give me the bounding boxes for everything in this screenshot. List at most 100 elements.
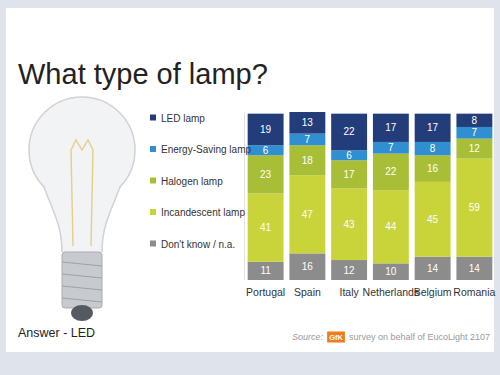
bar-segment [373, 263, 409, 280]
data-label: 7 [305, 134, 311, 145]
bar-segment [415, 114, 451, 142]
data-label: 11 [260, 265, 271, 276]
data-label: 41 [260, 222, 272, 233]
data-label: 16 [302, 261, 314, 272]
data-label: 14 [469, 263, 481, 274]
data-label: 18 [302, 155, 314, 166]
bar-segment [248, 194, 284, 262]
legend-swatch [150, 115, 156, 121]
x-tick-label: Italy [339, 286, 359, 298]
bar-segment [331, 260, 367, 280]
bar-segment [415, 142, 451, 155]
data-label: 8 [472, 115, 478, 126]
data-label: 44 [385, 221, 397, 232]
lamp-thread [62, 286, 102, 290]
data-label: 17 [385, 122, 397, 133]
bar-segment [331, 189, 367, 261]
bar-segment [289, 112, 325, 134]
source-label: Source: [292, 332, 324, 342]
data-label: 43 [344, 219, 356, 230]
bar-segment [415, 182, 451, 257]
data-labels: 1116121014144147434445592318172216126767… [260, 115, 480, 277]
data-label: 7 [388, 142, 394, 153]
x-tick-label: Netherlands [363, 286, 420, 298]
bar-segment [456, 139, 492, 159]
legend-label: Halogen lamp [161, 176, 223, 187]
legend-swatch [150, 241, 156, 247]
x-axis: Portugal Spain Italy NetherlandsBelgiumRoma… [246, 286, 495, 298]
source-text: survey on behalf of EucoLight 2107 [349, 332, 490, 342]
x-tick: Romania [453, 286, 495, 298]
x-tick-label: Belgium [414, 286, 452, 298]
bar-segment [456, 159, 492, 257]
lamp-tip [71, 305, 93, 321]
x-tick: Netherlands [363, 286, 420, 298]
data-label: 23 [260, 169, 272, 180]
annotations: Answer - LED survey on behalf of EucoLigh… [18, 326, 490, 343]
data-label: 7 [472, 127, 478, 138]
data-label: 19 [260, 124, 272, 135]
lamp-neck [44, 187, 120, 252]
source-logo-box [327, 332, 345, 343]
data-label: 16 [427, 163, 439, 174]
lamp-neck-outline [44, 187, 120, 252]
answer-note: Answer - LED [18, 326, 95, 340]
lamp-filament [71, 140, 93, 246]
bar-segment [289, 253, 325, 280]
bar-segment [456, 127, 492, 139]
data-label: 59 [469, 202, 481, 213]
data-label: 22 [344, 126, 356, 137]
data-label: 14 [427, 263, 439, 274]
chart-svg: What type of lamp?1116121014144147434445… [0, 0, 500, 375]
page-background [0, 0, 500, 375]
x-tick: Belgium [414, 286, 452, 298]
x-tick-label: Portugal [246, 286, 285, 298]
legend-label: LED lamp [161, 113, 205, 124]
data-label: 6 [346, 150, 352, 161]
chart-title: What type of lamp? [18, 58, 268, 90]
x-tick: Portugal [246, 286, 285, 298]
legend-label: Incandescent lamp [161, 207, 245, 218]
bar-segment [289, 175, 325, 253]
lamp-thread [62, 298, 102, 302]
bar-segment [248, 145, 284, 155]
bar-segment [456, 257, 492, 280]
source-logo: GfK [327, 332, 345, 343]
lamp-thread [62, 274, 102, 278]
bar-segment [373, 154, 409, 191]
data-label: 47 [302, 209, 314, 220]
data-label: 10 [385, 266, 397, 277]
data-label: 6 [263, 145, 269, 156]
legend-label: Energy-Saving lamp [161, 144, 251, 155]
data-label: 12 [469, 143, 481, 154]
legend-swatch [150, 146, 156, 152]
legend: LED lamp Energy-Saving lamp Halogen lamp In… [150, 113, 251, 250]
bar-segment [415, 257, 451, 280]
bar-segment [415, 155, 451, 182]
data-label: 8 [430, 143, 436, 154]
data-label: 22 [385, 166, 397, 177]
x-tick-label: Spain [294, 286, 321, 298]
bar-segment [248, 155, 284, 193]
bar-segment [373, 114, 409, 142]
x-tick: Spain [294, 286, 321, 298]
slide-background [6, 8, 494, 352]
data-label: 17 [344, 169, 356, 180]
bar-segment [331, 150, 367, 160]
data-label: 17 [427, 122, 439, 133]
bar-segment [289, 145, 325, 175]
x-tick-label: Romania [453, 286, 495, 298]
bar-segment [248, 262, 284, 280]
y-axis [244, 113, 245, 281]
bars [248, 112, 493, 280]
bar-segment [331, 114, 367, 151]
bar-segment [289, 134, 325, 146]
x-tick: Italy [339, 286, 359, 298]
bar-segment [373, 142, 409, 154]
bar-segment [373, 190, 409, 263]
data-label: 13 [302, 117, 314, 128]
bar-segment [331, 160, 367, 188]
legend-swatch [150, 209, 156, 215]
lamp-thread [62, 262, 102, 266]
bar-segment [456, 114, 492, 127]
